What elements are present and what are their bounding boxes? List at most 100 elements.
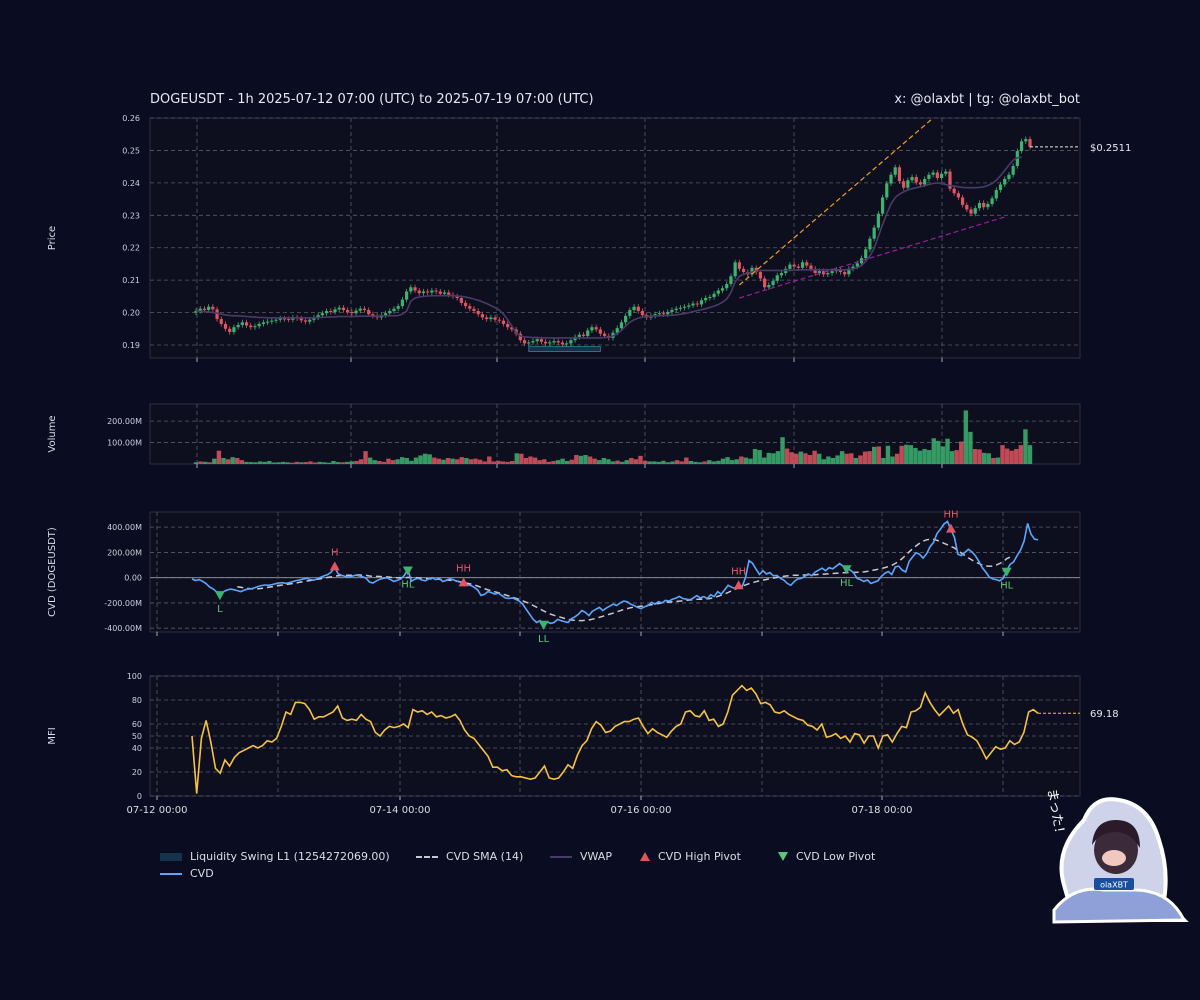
candle-body bbox=[577, 334, 581, 337]
candle-body bbox=[198, 308, 202, 311]
candle-body bbox=[434, 290, 438, 292]
candle-body bbox=[990, 198, 994, 204]
volume-bar bbox=[322, 462, 327, 464]
candle-body bbox=[767, 285, 771, 288]
volume-bar bbox=[335, 462, 341, 464]
volume-bar bbox=[340, 462, 345, 464]
volume-bar bbox=[908, 445, 914, 464]
cvd-low-pivot-marker bbox=[1001, 567, 1012, 577]
volume-bar bbox=[317, 461, 322, 464]
candle-body bbox=[421, 291, 426, 294]
cvd-panel bbox=[149, 511, 1081, 633]
candle-body bbox=[316, 315, 320, 318]
candle-body bbox=[927, 174, 931, 179]
volume-bar bbox=[413, 457, 419, 464]
candle-body bbox=[236, 324, 240, 328]
legend-vwap-label: VWAP bbox=[580, 850, 612, 863]
volume-bar bbox=[454, 459, 460, 464]
volume-bar bbox=[487, 456, 492, 464]
volume-bar bbox=[418, 455, 423, 464]
volume-bar bbox=[771, 453, 776, 464]
candle-body bbox=[906, 180, 910, 188]
candle-body bbox=[261, 322, 265, 324]
candle-body bbox=[1028, 139, 1032, 147]
volume-bar bbox=[450, 458, 455, 464]
volume-bar bbox=[592, 458, 597, 464]
volume-bar bbox=[230, 457, 235, 464]
volume-bar bbox=[267, 461, 272, 464]
volume-bar bbox=[207, 462, 212, 464]
candle-body bbox=[737, 262, 741, 269]
candle-body bbox=[931, 172, 935, 175]
candle-body bbox=[228, 328, 232, 333]
volume-bar bbox=[803, 453, 808, 464]
volume-bar bbox=[514, 453, 519, 464]
volume-bar bbox=[308, 461, 313, 464]
cvd-pivot-label: HH bbox=[943, 510, 958, 521]
volume-bar bbox=[299, 462, 304, 464]
candle-body bbox=[278, 318, 282, 320]
candle-body bbox=[232, 327, 236, 333]
mfi-tick-label: 50 bbox=[132, 732, 142, 741]
cvd-pivot-label: H bbox=[331, 547, 339, 558]
cvd-low-pivot-marker bbox=[214, 591, 225, 601]
volume-bar bbox=[926, 450, 932, 464]
volume-bar bbox=[239, 460, 245, 464]
volume-bar bbox=[285, 462, 290, 464]
legend-cvd-low-pivot: CVD Low Pivot bbox=[778, 850, 875, 863]
volume-tick-label: 200.00M bbox=[107, 417, 142, 426]
candle-body bbox=[691, 303, 695, 306]
volume-bar bbox=[798, 451, 804, 464]
candle-body bbox=[939, 173, 944, 178]
chart-title: DOGEUSDT - 1h 2025-07-12 07:00 (UTC) to … bbox=[150, 92, 594, 107]
volume-bar bbox=[674, 460, 680, 464]
candle-body bbox=[670, 310, 674, 312]
candle-body bbox=[918, 182, 923, 185]
volume-bar bbox=[386, 458, 391, 464]
candle-body bbox=[476, 310, 480, 315]
volume-bar bbox=[404, 458, 409, 464]
volume-bar bbox=[610, 461, 616, 464]
volume-bar bbox=[702, 461, 707, 464]
candle-body bbox=[539, 339, 543, 342]
candle-body bbox=[998, 184, 1003, 190]
volume-bar bbox=[587, 456, 593, 464]
candle-body bbox=[544, 341, 548, 344]
volume-bar bbox=[720, 458, 726, 464]
trendline-lower bbox=[739, 216, 1005, 299]
volume-bar bbox=[981, 452, 987, 464]
volume-bar bbox=[693, 461, 698, 464]
volume-bar bbox=[276, 462, 281, 464]
candle-body bbox=[830, 271, 834, 274]
volume-bar bbox=[542, 459, 547, 464]
candle-body bbox=[725, 284, 729, 289]
volume-bar bbox=[959, 441, 964, 464]
candle-body bbox=[531, 341, 535, 343]
volume-bar bbox=[345, 461, 350, 464]
candle-body bbox=[695, 303, 699, 305]
candle-body bbox=[506, 323, 510, 328]
candle-body bbox=[813, 268, 817, 274]
candle-body bbox=[459, 298, 463, 303]
volume-bar bbox=[427, 454, 432, 464]
cvd-pivot-label: HL bbox=[401, 579, 415, 590]
volume-bar bbox=[358, 459, 364, 464]
volume-bar bbox=[844, 453, 849, 464]
volume-bar bbox=[560, 458, 565, 464]
triangle-up-icon bbox=[640, 852, 650, 861]
mfi-tick-label: 0 bbox=[137, 792, 142, 801]
volume-bar bbox=[225, 459, 231, 464]
volume-bar bbox=[400, 457, 405, 464]
candle-body bbox=[207, 306, 211, 310]
candle-body bbox=[809, 265, 813, 269]
price-tick-label: 0.20 bbox=[122, 309, 140, 318]
volume-bar bbox=[931, 438, 936, 464]
candle-body bbox=[463, 302, 468, 307]
volume-bar bbox=[954, 450, 959, 464]
candle-body bbox=[775, 275, 779, 281]
mascot-hand bbox=[1102, 850, 1126, 866]
candle-body bbox=[405, 291, 409, 300]
candle-body bbox=[855, 263, 859, 267]
volume-bar bbox=[569, 459, 574, 464]
volume-bar bbox=[372, 460, 377, 464]
